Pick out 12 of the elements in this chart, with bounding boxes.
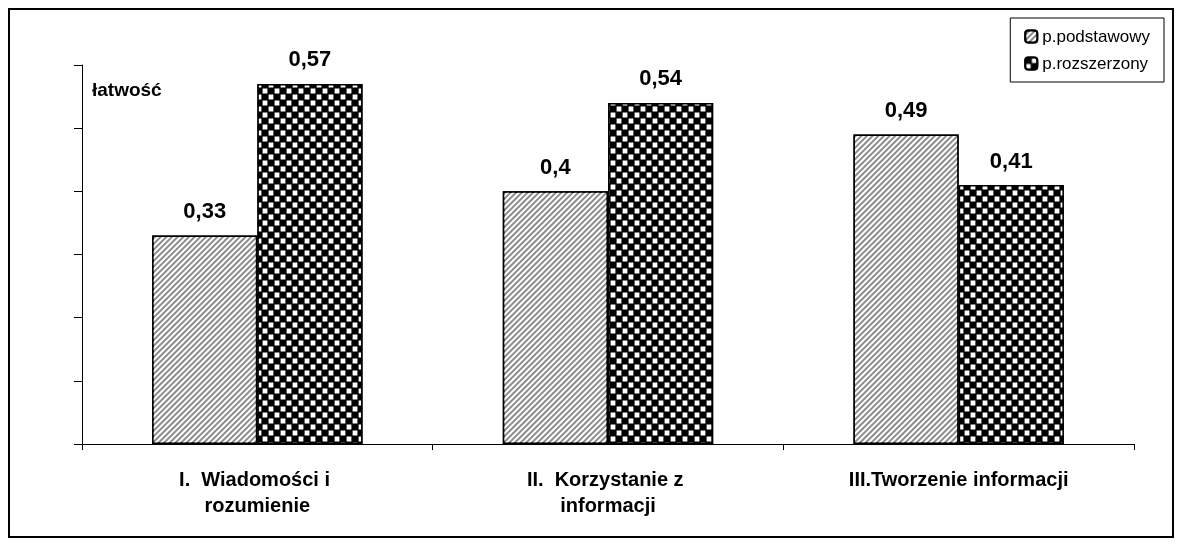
x-tick-label: II. Korzystanie z informacji — [526, 468, 690, 516]
legend-label: p.podstawowy — [1042, 27, 1151, 46]
x-tick-label: III.Tworzenie informacji — [848, 468, 1069, 490]
data-label: 0,41 — [989, 147, 1033, 173]
y-axis-title: łatwość — [92, 79, 163, 100]
data-label: 0,33 — [183, 198, 227, 224]
data-label: 0,57 — [288, 46, 332, 72]
x-tick-label: I. Wiadomości i rozumienie — [179, 468, 336, 516]
data-label: 0,49 — [884, 96, 928, 122]
legend-label: p.rozszerzony — [1042, 54, 1149, 73]
data-label: 0,54 — [639, 65, 683, 91]
data-label: 0,4 — [540, 153, 572, 179]
